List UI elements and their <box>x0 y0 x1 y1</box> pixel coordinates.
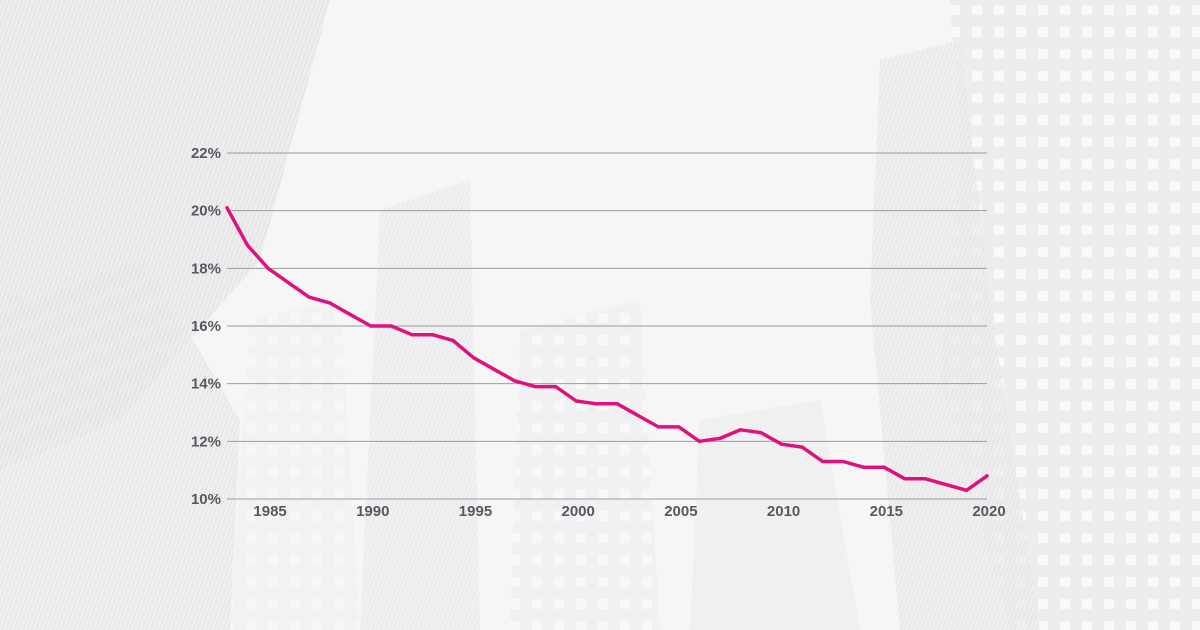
data-point-1987 <box>307 295 311 299</box>
data-point-2010 <box>779 442 784 446</box>
y-axis-tick-labels: 10% 12% 14% 16% 18% 20% 22% <box>191 145 221 508</box>
data-point-2011 <box>800 445 804 449</box>
data-point-2008 <box>738 428 743 432</box>
x-tick-label: 2015 <box>870 503 903 520</box>
data-point-2017 <box>923 477 927 481</box>
data-point-1993 <box>430 333 435 337</box>
data-point-2003 <box>636 413 640 417</box>
data-point-2018 <box>944 482 948 487</box>
gridlines <box>227 152 987 500</box>
data-point-2012 <box>821 459 825 464</box>
y-tick-label: 20% <box>191 203 221 220</box>
data-point-1999 <box>554 384 558 389</box>
data-point-1985 <box>266 266 270 270</box>
data-point-2013 <box>841 459 845 464</box>
data-point-2014 <box>862 465 866 469</box>
data-point-2007 <box>718 436 722 441</box>
x-tick-label: 2020 <box>972 503 1005 520</box>
data-point-1995 <box>471 356 476 360</box>
data-point-1994 <box>451 338 455 343</box>
series-line-rate <box>225 206 989 493</box>
y-tick-label: 16% <box>191 318 221 335</box>
y-tick-label: 12% <box>191 433 221 450</box>
x-tick-label: 1995 <box>459 503 492 520</box>
x-tick-label: 2010 <box>767 503 800 520</box>
y-tick-label: 22% <box>191 145 221 162</box>
data-point-1988 <box>328 301 332 305</box>
x-axis-tick-labels: 1985 1990 1995 2000 2005 2010 2015 2020 <box>253 503 1005 520</box>
data-point-1996 <box>492 367 496 371</box>
data-point-2009 <box>759 431 763 435</box>
x-tick-label: 1985 <box>253 503 286 520</box>
x-tick-label: 1990 <box>356 503 389 520</box>
data-series <box>225 206 989 493</box>
data-point-2020 <box>985 474 989 478</box>
data-point-1992 <box>410 333 414 337</box>
data-point-2002 <box>615 402 619 406</box>
x-tick-label: 2000 <box>562 503 595 520</box>
data-point-2006 <box>697 439 702 443</box>
data-point-1997 <box>512 379 517 383</box>
y-tick-label: 10% <box>191 491 221 508</box>
y-tick-label: 14% <box>191 376 221 393</box>
data-point-1991 <box>389 324 393 328</box>
data-point-1990 <box>369 324 373 328</box>
data-point-2000 <box>574 399 578 403</box>
data-point-1986 <box>287 281 291 285</box>
data-point-1998 <box>533 384 537 389</box>
y-tick-label: 18% <box>191 260 221 277</box>
x-tick-label: 2005 <box>664 503 697 520</box>
data-point-1983 <box>225 206 229 210</box>
data-point-2005 <box>677 425 681 429</box>
data-point-1989 <box>348 312 352 317</box>
data-point-2001 <box>595 402 599 406</box>
data-point-1984 <box>245 243 250 247</box>
data-point-2019 <box>964 488 969 492</box>
data-point-2016 <box>903 477 907 481</box>
data-point-2015 <box>882 465 886 469</box>
data-point-2004 <box>656 425 660 429</box>
